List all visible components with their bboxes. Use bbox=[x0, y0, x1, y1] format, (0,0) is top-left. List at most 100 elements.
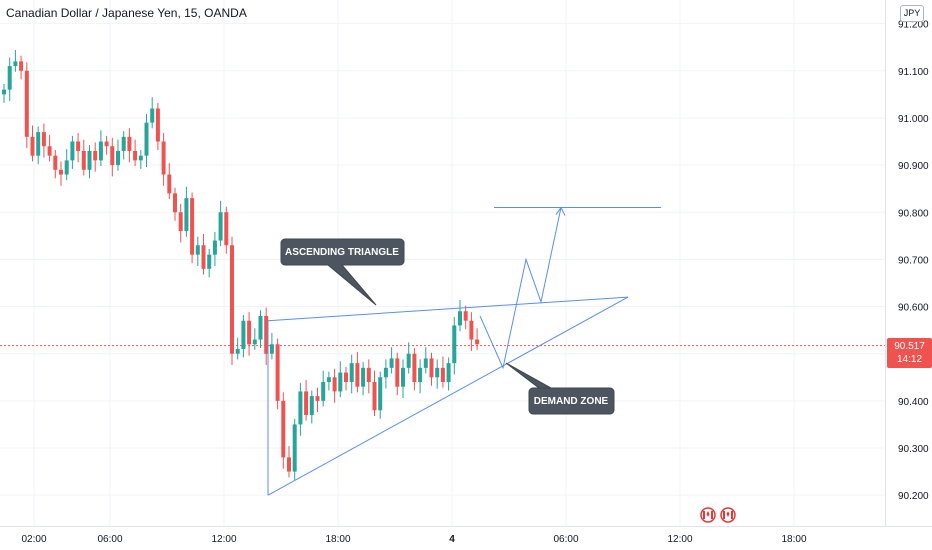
candle-body bbox=[218, 212, 223, 241]
callout-bubble bbox=[505, 362, 615, 415]
candle-body bbox=[155, 108, 160, 142]
canada-flag-icon[interactable] bbox=[700, 507, 716, 523]
candle-body bbox=[247, 320, 252, 345]
price-tick-label: 90.400 bbox=[898, 397, 929, 408]
price-tick-label: 90.800 bbox=[898, 208, 929, 219]
candle-body bbox=[150, 108, 155, 123]
candle-body bbox=[24, 70, 29, 137]
candle-body bbox=[235, 348, 240, 354]
candle-body bbox=[178, 212, 183, 232]
candle-body bbox=[258, 315, 263, 340]
price-tick-label: 91.200 bbox=[898, 20, 929, 31]
price-tick-label: 90.900 bbox=[898, 161, 929, 172]
candle-body bbox=[423, 358, 428, 368]
time-tick-label: 12:00 bbox=[667, 534, 692, 545]
candle-body bbox=[2, 89, 6, 95]
candle-body bbox=[298, 391, 303, 425]
candle-body bbox=[110, 146, 115, 166]
chart-title: Canadian Dollar / Japanese Yen, 15, OAND… bbox=[6, 6, 247, 20]
candle-body bbox=[7, 66, 12, 90]
price-tick-label: 90.200 bbox=[898, 491, 929, 502]
time-tick-label: 18:00 bbox=[781, 534, 806, 545]
triangle-resistance-line[interactable] bbox=[267, 296, 629, 322]
candle-body bbox=[93, 150, 98, 161]
callout-demand-zone[interactable]: DEMAND ZONE bbox=[505, 362, 615, 415]
drawings[interactable]: ASCENDING TRIANGLE DEMAND ZONE bbox=[267, 206, 661, 496]
candle-body bbox=[195, 245, 200, 255]
candle-body bbox=[252, 339, 257, 345]
price-axis[interactable]: 91.200 91.100 91.000 90.900 90.800 90.700 90.6… bbox=[898, 20, 929, 503]
candle-body bbox=[361, 367, 366, 387]
candle-body bbox=[36, 132, 41, 156]
time-tick-label: 12:00 bbox=[211, 534, 236, 545]
price-tick-label: 91.000 bbox=[898, 114, 929, 125]
candle-body bbox=[241, 320, 246, 349]
candle-body bbox=[338, 372, 343, 392]
candle-body bbox=[207, 254, 212, 269]
candle-body bbox=[383, 367, 388, 378]
candle-body bbox=[76, 141, 81, 151]
triangle-support-line[interactable] bbox=[267, 296, 629, 496]
candle-body bbox=[429, 358, 434, 378]
candle-body bbox=[315, 396, 320, 401]
candle-body bbox=[275, 344, 280, 401]
candle-body bbox=[440, 367, 445, 382]
candle-body bbox=[138, 155, 143, 161]
candle-body bbox=[412, 353, 417, 382]
candle-body bbox=[133, 150, 138, 161]
candle-body bbox=[435, 367, 440, 378]
callout-label: DEMAND ZONE bbox=[534, 396, 609, 407]
last-price-label: 90.517 14:12 bbox=[887, 338, 932, 368]
candle-body bbox=[389, 358, 394, 368]
candle-body bbox=[349, 363, 354, 382]
candle-body bbox=[87, 150, 92, 170]
last-price-value: 90.517 bbox=[894, 341, 925, 352]
candle-body bbox=[366, 367, 371, 382]
candle-body bbox=[401, 367, 405, 387]
candle-body bbox=[116, 150, 120, 166]
candle-body bbox=[355, 363, 360, 387]
candle-body bbox=[30, 136, 35, 156]
time-tick-label: 06:00 bbox=[97, 534, 122, 545]
callout-bubble bbox=[280, 238, 405, 306]
candle-body bbox=[127, 136, 132, 151]
currency-badge[interactable]: JPY bbox=[900, 5, 924, 22]
time-tick-label: 4 bbox=[449, 534, 455, 545]
time-tick-label: 18:00 bbox=[325, 534, 350, 545]
candle-body bbox=[167, 174, 172, 194]
candles bbox=[2, 50, 480, 481]
candle-body bbox=[372, 381, 377, 411]
candle-body bbox=[309, 396, 314, 415]
candle-body bbox=[395, 358, 400, 387]
price-tick-label: 91.100 bbox=[898, 67, 929, 78]
candle-body bbox=[446, 363, 451, 382]
time-tick-label: 02:00 bbox=[21, 534, 46, 545]
candle-body bbox=[269, 344, 274, 354]
candle-body bbox=[326, 377, 331, 382]
projection-path[interactable] bbox=[479, 207, 562, 370]
candle-body bbox=[70, 141, 75, 161]
candle-body bbox=[104, 141, 109, 147]
candle-body bbox=[321, 381, 326, 401]
price-tick-label: 90.600 bbox=[898, 303, 929, 314]
canada-flag-icon[interactable] bbox=[720, 507, 736, 523]
callout-ascending-triangle[interactable]: ASCENDING TRIANGLE bbox=[280, 238, 405, 306]
candle-body bbox=[41, 132, 46, 147]
candle-body bbox=[161, 141, 166, 175]
time-axis[interactable]: 02:00 06:00 12:00 18:00 4 06:00 12:00 18:00 bbox=[21, 534, 806, 545]
candle-body bbox=[452, 325, 457, 364]
candle-body bbox=[224, 212, 229, 246]
callout-label: ASCENDING TRIANGLE bbox=[285, 247, 399, 258]
price-tick-label: 90.300 bbox=[898, 444, 929, 455]
candle-body bbox=[264, 315, 269, 354]
candle-body bbox=[418, 367, 423, 382]
candle-body bbox=[184, 198, 189, 232]
candle-body bbox=[292, 424, 297, 472]
candle-body bbox=[475, 339, 480, 345]
candle-body bbox=[378, 377, 383, 411]
candle-body bbox=[281, 400, 286, 458]
candle-body bbox=[201, 245, 206, 269]
candle-body bbox=[47, 146, 52, 156]
candle-body bbox=[13, 61, 18, 67]
